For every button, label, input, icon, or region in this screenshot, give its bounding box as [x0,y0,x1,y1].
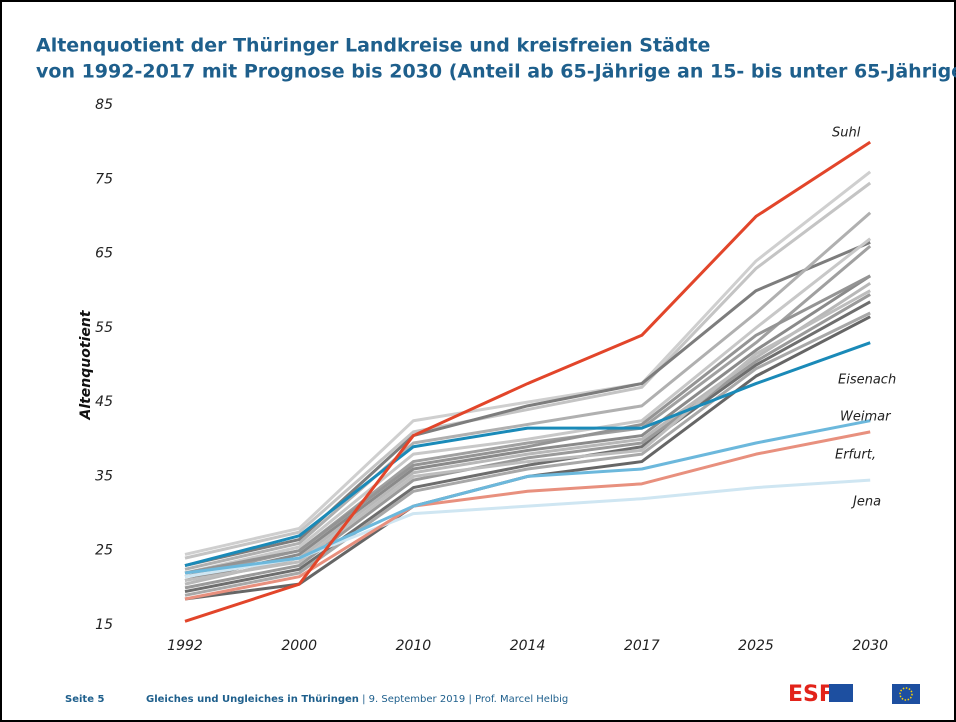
x-tick-label: 2014 [510,638,546,654]
series-line [184,274,871,575]
page-number: Seite 5 [65,694,104,705]
series-line [184,170,872,556]
series-line [184,241,871,568]
x-tick-label: 1992 [167,638,203,654]
series-line [184,311,871,597]
x-tick-label: 2017 [624,638,660,654]
x-tick-label: 2030 [852,638,888,654]
y-tick-label: 65 [95,246,113,262]
y-tick-label: 85 [95,97,113,113]
chart-title: Altenquotient der Thüringer Landkreise u… [36,35,710,57]
y-tick-label: 75 [95,171,113,187]
y-tick-label: 15 [95,617,113,633]
eu-stars [899,687,913,701]
x-tick-label: 2010 [396,638,432,654]
series-label: Erfurt, [835,448,876,463]
y-tick-label: 35 [95,468,113,484]
series-line [184,419,871,575]
series-label: Jena [850,495,881,510]
chart-subtitle: von 1992-2017 mit Prognose bis 2030 (Ant… [36,61,956,83]
series-label: Weimar [840,410,892,425]
series-line [184,430,871,601]
series-line [184,341,871,568]
eu-flag [892,684,920,704]
series-line [184,289,871,582]
series-line [184,293,871,590]
y-tick-label: 55 [95,320,113,336]
series-line [184,181,872,560]
series-label: Suhl [832,126,861,141]
series-line [184,274,872,582]
series-line [184,211,872,571]
esf-logo: ESF [788,682,834,707]
footer-info: | 9. September 2019 | Prof. Marcel Helbi… [362,694,568,705]
series-line [184,300,871,594]
x-tick-label: 2000 [281,638,317,654]
footer-title: Gleiches und Ungleiches in Thüringen [146,694,359,705]
series-line [184,237,872,575]
y-tick-label: 45 [95,394,113,410]
eu-flag [829,684,853,702]
y-axis-title: Altenquotient [78,309,94,420]
x-tick-label: 2025 [738,638,774,654]
plot: 15 25 35 45 55 65 75 85 1992 2000 2010 2014 2017 2025… [95,97,896,654]
series-line [184,140,872,623]
series-label: Eisenach [838,373,896,388]
footer-text: Gleiches und Ungleiches in Thüringen | 9… [146,694,568,705]
y-tick-label: 25 [95,543,113,559]
